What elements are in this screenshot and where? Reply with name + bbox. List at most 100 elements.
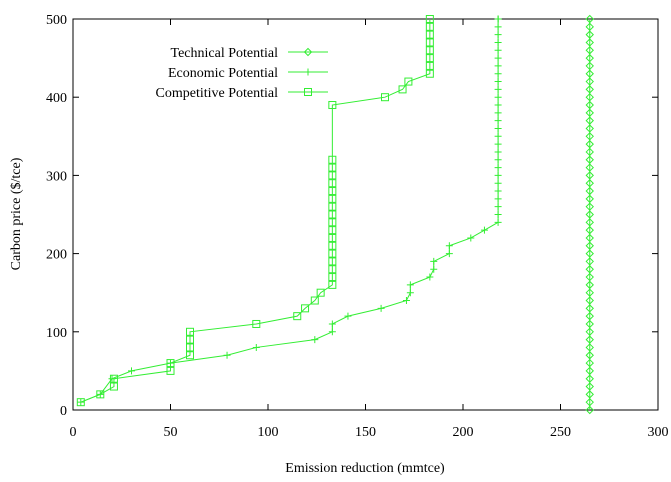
data-point	[425, 38, 434, 47]
data-point	[426, 273, 434, 281]
data-point	[585, 100, 594, 110]
data-point	[377, 304, 385, 312]
data-point	[328, 233, 337, 242]
legend-marker	[303, 47, 313, 57]
data-point	[425, 69, 434, 78]
y-tick-label: 400	[46, 91, 67, 106]
data-point	[109, 382, 118, 391]
data-point	[328, 163, 337, 172]
data-point	[585, 53, 594, 63]
data-point	[293, 312, 302, 321]
data-point	[310, 296, 319, 305]
data-point	[585, 116, 594, 125]
data-point	[585, 218, 594, 227]
data-point	[585, 405, 594, 415]
data-point	[425, 15, 434, 23]
data-point	[494, 148, 502, 156]
data-point	[252, 343, 260, 351]
data-point	[585, 85, 594, 94]
data-point	[311, 336, 319, 344]
data-point	[328, 194, 337, 203]
data-point	[585, 319, 594, 329]
data-point	[585, 358, 594, 368]
data-point	[425, 22, 434, 31]
data-point	[585, 304, 594, 313]
data-point	[585, 155, 594, 164]
data-point	[494, 211, 502, 218]
data-point	[585, 390, 594, 399]
data-point	[585, 327, 594, 337]
data-point	[585, 147, 594, 157]
data-point	[186, 335, 194, 344]
data-point	[585, 311, 594, 321]
data-point	[585, 194, 594, 204]
data-point	[585, 343, 594, 352]
data-point	[128, 367, 135, 375]
data-point	[398, 85, 407, 94]
x-axis-label: Emission reduction (mmtce)	[285, 461, 445, 476]
series-layer	[76, 14, 594, 415]
series-plus	[77, 15, 502, 406]
data-point	[494, 62, 502, 70]
y-tick-label: 0	[60, 404, 67, 419]
data-point	[445, 250, 453, 258]
legend-marker	[304, 88, 312, 96]
data-point	[328, 280, 337, 289]
data-point	[445, 242, 453, 250]
data-point	[328, 187, 337, 196]
x-tick-label: 250	[550, 425, 571, 440]
data-point	[585, 225, 594, 235]
data-point	[223, 351, 231, 359]
data-point	[430, 265, 438, 273]
data-point	[96, 390, 105, 399]
data-point	[585, 288, 594, 297]
y-axis-label: Carbon price ($/tce)	[9, 157, 24, 270]
data-point	[585, 366, 594, 376]
legend-marker	[304, 68, 312, 76]
legend-label: Competitive Potential	[156, 86, 279, 101]
data-point	[316, 288, 325, 297]
data-point	[585, 61, 594, 71]
axis-ticks: 0 50 100 150 200 250 300 0 100 200 300 400 500	[46, 13, 669, 440]
data-point	[585, 374, 594, 383]
data-point	[402, 297, 410, 305]
data-point	[585, 139, 594, 149]
data-point	[301, 304, 310, 313]
data-point	[494, 203, 502, 211]
data-point	[425, 46, 434, 55]
y-tick-label: 200	[46, 248, 67, 263]
data-point	[328, 101, 337, 110]
data-point	[585, 69, 594, 78]
data-point	[494, 109, 502, 117]
data-point	[494, 38, 502, 46]
data-point	[494, 85, 502, 93]
data-point	[585, 249, 594, 258]
data-point	[494, 132, 502, 140]
y-tick-label: 300	[46, 169, 67, 184]
data-point	[406, 289, 414, 297]
data-point	[328, 257, 337, 266]
data-point	[76, 398, 85, 407]
data-point	[186, 351, 194, 360]
data-point	[585, 280, 594, 290]
data-point	[494, 54, 502, 62]
data-point	[344, 312, 352, 320]
data-point	[186, 327, 194, 336]
data-point	[585, 272, 594, 282]
data-point	[494, 218, 502, 226]
data-point	[585, 397, 594, 407]
data-point	[585, 257, 594, 266]
data-point	[494, 101, 502, 109]
data-point	[252, 319, 261, 328]
data-point	[585, 38, 594, 47]
data-point	[406, 281, 414, 289]
data-point	[494, 164, 502, 172]
data-point	[467, 234, 475, 242]
legend-label: Economic Potential	[168, 66, 278, 81]
data-point	[494, 31, 502, 39]
data-point	[585, 92, 594, 102]
data-point	[186, 343, 194, 352]
data-point	[494, 117, 502, 125]
legend-item: Competitive Potential	[156, 86, 328, 101]
